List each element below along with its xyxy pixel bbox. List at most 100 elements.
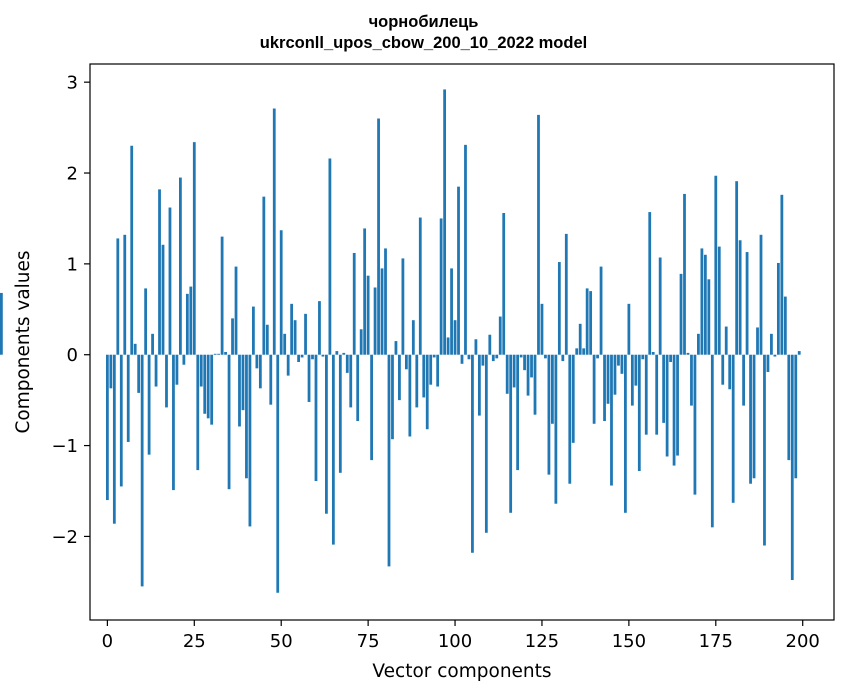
bar-49 [276, 354, 280, 593]
bar-19 [172, 354, 175, 491]
bar-63 [325, 354, 328, 514]
bar-65 [331, 354, 335, 545]
bar-76 [370, 354, 373, 461]
bar-144 [606, 354, 610, 404]
bar-143 [603, 354, 606, 422]
x-tick-label: 25 [183, 631, 206, 652]
bar-13 [151, 333, 154, 355]
bar-48 [272, 108, 276, 355]
bar-4 [119, 354, 123, 487]
bar-80 [384, 248, 387, 355]
bar-17 [165, 354, 168, 408]
bar-2 [112, 354, 116, 524]
bar-89 [415, 354, 419, 408]
bar-190 [766, 354, 770, 372]
bar-145 [610, 354, 613, 486]
bar-30 [210, 354, 214, 425]
bar-108 [481, 354, 485, 366]
bar-177 [721, 354, 725, 385]
bar-149 [624, 354, 627, 513]
bar-undefined [0, 292, 3, 355]
bar-5 [123, 234, 127, 355]
bar-44 [258, 354, 262, 389]
bar-56 [300, 354, 304, 358]
bar-29 [206, 354, 210, 419]
bar-86 [404, 354, 408, 370]
bar-193 [776, 262, 780, 355]
bar-119 [519, 354, 523, 358]
bar-28 [203, 354, 207, 414]
bar-195 [783, 296, 787, 355]
bar-165 [679, 273, 683, 355]
bar-116 [509, 354, 513, 513]
bar-176 [717, 246, 721, 355]
bar-41 [248, 354, 252, 527]
bar-66 [335, 351, 339, 355]
bar-192 [773, 354, 777, 357]
y-tick-label: 0 [67, 345, 78, 366]
x-tick-label: 125 [525, 631, 559, 652]
y-tick-label: 2 [67, 164, 78, 185]
x-tick-label: 150 [612, 631, 646, 652]
bar-6 [126, 354, 130, 442]
bar-54 [293, 320, 297, 355]
bar-174 [710, 354, 714, 528]
bar-109 [484, 354, 488, 533]
bar-127 [547, 354, 551, 475]
bar-182 [738, 240, 742, 355]
bar-114 [502, 212, 506, 355]
bar-154 [641, 354, 645, 360]
bar-95 [436, 354, 440, 387]
bar-51 [283, 333, 287, 355]
bar-150 [627, 303, 631, 355]
bar-79 [380, 268, 384, 355]
bar-90 [418, 217, 422, 355]
bar-23 [185, 293, 189, 355]
bar-184 [745, 252, 749, 355]
bar-85 [401, 258, 405, 355]
bar-61 [318, 301, 321, 355]
bar-194 [780, 194, 784, 355]
bar-142 [599, 266, 603, 355]
bar-31 [213, 353, 217, 355]
bar-186 [752, 354, 756, 479]
bar-100 [453, 320, 457, 355]
bar-146 [613, 354, 617, 395]
bar-7 [130, 145, 134, 355]
bar-172 [703, 254, 707, 355]
bar-70 [349, 354, 353, 408]
bar-178 [724, 326, 728, 355]
bar-138 [585, 288, 589, 355]
bar-57 [304, 313, 307, 355]
bar-118 [516, 354, 520, 471]
bar-64 [328, 158, 332, 355]
bar-46 [265, 324, 269, 355]
bar-139 [589, 291, 593, 355]
bar-59 [311, 354, 314, 360]
x-tick-label: 100 [438, 631, 472, 652]
bar-82 [391, 354, 394, 440]
bar-115 [505, 354, 509, 394]
bar-166 [683, 193, 686, 355]
bar-77 [373, 287, 377, 355]
plot-frame [89, 63, 835, 621]
bar-71 [352, 252, 356, 355]
bar-94 [432, 354, 436, 358]
bar-163 [672, 354, 676, 466]
bar-68 [342, 352, 346, 355]
bar-36 [231, 318, 234, 355]
bar-39 [241, 354, 245, 411]
bar-47 [269, 354, 273, 405]
bar-88 [411, 320, 415, 355]
y-tick-label: 1 [67, 254, 78, 275]
bar-27 [199, 354, 203, 387]
bar-189 [763, 354, 766, 546]
bar-159 [658, 257, 662, 355]
bar-133 [568, 354, 572, 484]
bar-34 [224, 351, 227, 355]
bar-128 [551, 354, 554, 424]
bar-151 [630, 354, 634, 406]
bar-157 [651, 351, 655, 355]
bar-173 [707, 279, 711, 355]
bar-197 [790, 354, 794, 581]
